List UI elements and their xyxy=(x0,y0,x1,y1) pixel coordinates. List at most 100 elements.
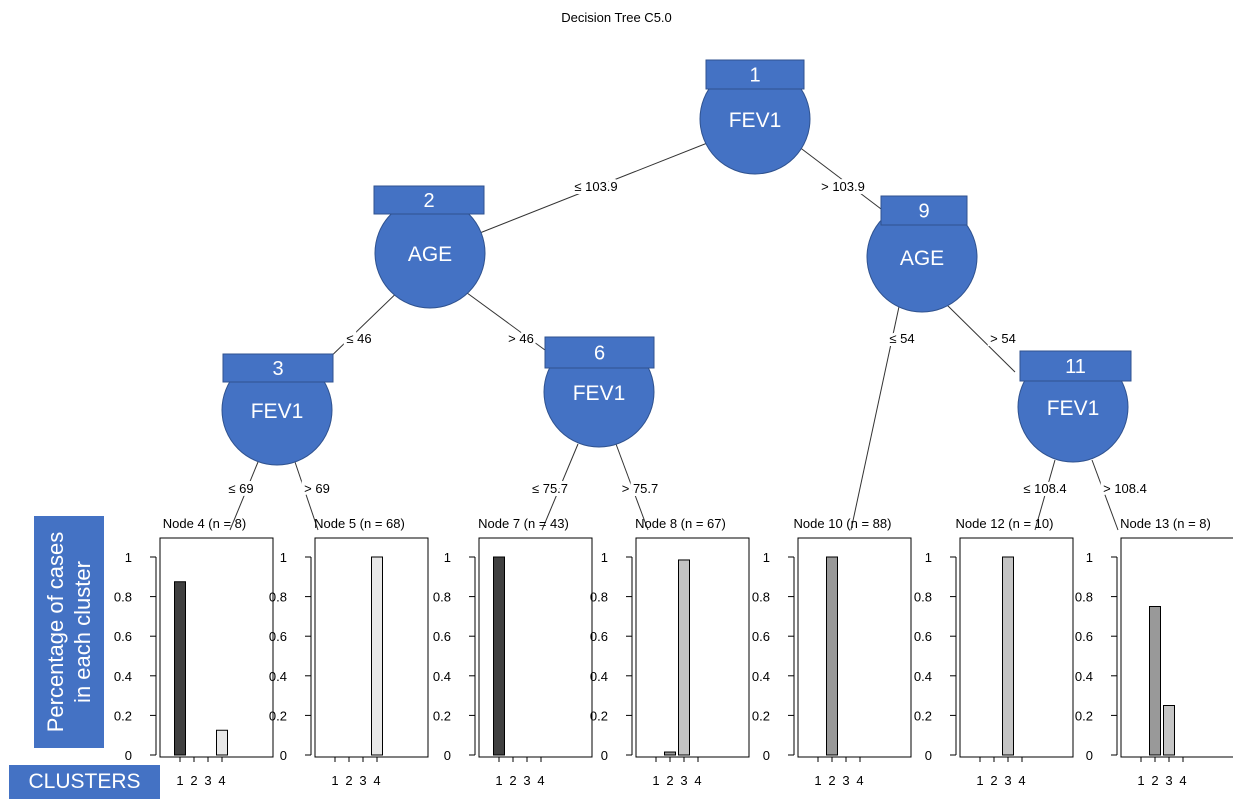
leaf-bar-8-cluster-3 xyxy=(678,559,690,756)
edge-label-6-7: ≤ 75.7 xyxy=(532,481,568,496)
leaf-bar-4-cluster-1 xyxy=(174,581,186,756)
leaf-node-8: Node 8 (n = 67)00.20.40.60.811 2 3 4 xyxy=(590,516,750,788)
edge-9-10 xyxy=(850,301,901,531)
edge-3-5 xyxy=(294,461,319,531)
edge-label-9-10: ≤ 54 xyxy=(889,331,914,346)
leaf-y-tick-label-8-4: 0.8 xyxy=(590,590,608,605)
leaf-panel-13 xyxy=(1120,537,1233,758)
leaf-bar-10-cluster-2 xyxy=(826,556,838,756)
tree-node-1: FEV1 1 xyxy=(699,59,811,175)
leaf-y-tick-label-13-4: 0.8 xyxy=(1075,590,1093,605)
node-label-11: FEV1 xyxy=(1047,397,1100,420)
leaf-y-tick-label-13-2: 0.4 xyxy=(1075,669,1093,684)
edge-label-6-8: > 75.7 xyxy=(622,481,659,496)
leaf-node-10: Node 10 (n = 88)00.20.40.60.811 2 3 4 xyxy=(752,516,912,788)
nodes-layer: FEV1 1 AGE 2 FEV1 3 FEV1 6 AGE 9 FEV1 11 xyxy=(221,59,1132,466)
leaf-bar-5-cluster-4 xyxy=(371,556,383,756)
leaf-y-tick-label-4-1: 0.2 xyxy=(114,708,132,723)
y-axis-annotation: Percentage of cases in each cluster xyxy=(34,516,104,748)
edge-label-1-9: > 103.9 xyxy=(821,179,865,194)
edge-label-2-3: ≤ 46 xyxy=(346,331,371,346)
leaf-y-tick-label-10-4: 0.8 xyxy=(752,590,770,605)
leaf-title-5: Node 5 (n = 68) xyxy=(314,516,405,531)
leaf-panel-8 xyxy=(635,537,750,758)
node-label-1: FEV1 xyxy=(729,109,782,132)
edge-label-3-5: > 69 xyxy=(304,481,330,496)
leaf-y-tick-label-12-3: 0.6 xyxy=(914,629,932,644)
leaf-y-tick-label-12-4: 0.8 xyxy=(914,590,932,605)
leaf-x-tick-label-10-4: 4 xyxy=(856,773,863,788)
leaf-node-5: Node 5 (n = 68)00.20.40.60.811 2 3 4 xyxy=(269,516,429,788)
node-number-9: 9 xyxy=(918,201,929,223)
leaf-x-tick-label-5-3: 3 xyxy=(359,773,366,788)
node-number-tab-1 xyxy=(705,59,805,90)
leaf-y-tick-label-5-0: 0 xyxy=(280,748,287,763)
node-number-tab-9 xyxy=(880,195,968,226)
leaf-y-tick-label-8-2: 0.4 xyxy=(590,669,608,684)
node-number-tab-11 xyxy=(1019,350,1132,382)
leaf-y-tick-label-8-3: 0.6 xyxy=(590,629,608,644)
leaf-x-tick-label-8-3: 3 xyxy=(680,773,687,788)
leaf-x-tick-label-4-3: 3 xyxy=(204,773,211,788)
leaf-x-tick-label-7-4: 4 xyxy=(537,773,544,788)
leaf-y-tick-label-5-3: 0.6 xyxy=(269,629,287,644)
leaf-y-tick-label-12-0: 0 xyxy=(925,748,932,763)
edge-1-2 xyxy=(456,137,721,243)
edge-11-12 xyxy=(1034,459,1056,531)
leaf-y-tick-label-12-1: 0.2 xyxy=(914,708,932,723)
leaf-y-tick-label-5-5: 1 xyxy=(280,550,287,565)
node-label-3: FEV1 xyxy=(251,400,304,423)
leaf-y-tick-label-10-1: 0.2 xyxy=(752,708,770,723)
edge-3-4 xyxy=(229,461,259,531)
tree-node-3: FEV1 3 xyxy=(221,353,334,466)
leaf-x-tick-label-8-4: 4 xyxy=(694,773,701,788)
edge-1-9 xyxy=(789,139,890,216)
x-axis-annotation: CLUSTERS xyxy=(9,765,160,799)
leaf-x-tick-label-10-3: 3 xyxy=(842,773,849,788)
tree-title: Decision Tree C5.0 xyxy=(561,10,672,25)
node-number-tab-2 xyxy=(373,185,485,215)
leaf-x-tick-label-12-2: 2 xyxy=(990,773,997,788)
node-number-1: 1 xyxy=(749,65,760,87)
edge-9-11 xyxy=(943,301,1016,373)
leaves-layer: Node 4 (n = 8)00.20.40.60.811 2 3 4 Node 5 (… xyxy=(114,516,1233,788)
edge-6-8 xyxy=(615,443,649,531)
leaf-panel-12 xyxy=(959,537,1074,758)
edge-label-11-12: ≤ 108.4 xyxy=(1023,481,1066,496)
edge-6-7 xyxy=(541,443,579,531)
leaf-y-tick-label-10-3: 0.6 xyxy=(752,629,770,644)
leaf-bar-8-cluster-2 xyxy=(664,751,676,756)
leaf-node-4: Node 4 (n = 8)00.20.40.60.811 2 3 4 xyxy=(114,516,274,788)
leaf-bar-7-cluster-1 xyxy=(493,556,505,756)
y-axis-annotation-line-2: in each cluster xyxy=(70,561,95,703)
y-axis-annotation-text: Percentage of cases in each cluster xyxy=(42,516,96,748)
leaf-x-tick-label-13-2: 2 xyxy=(1151,773,1158,788)
leaf-x-tick-label-12-3: 3 xyxy=(1004,773,1011,788)
y-axis-annotation-line-1: Percentage of cases xyxy=(43,531,68,733)
leaf-bar-13-cluster-2 xyxy=(1149,606,1161,756)
leaf-x-tick-label-5-4: 4 xyxy=(373,773,380,788)
leaf-y-tick-label-8-0: 0 xyxy=(601,748,608,763)
edge-label-3-4: ≤ 69 xyxy=(228,481,253,496)
tree-node-9: AGE 9 xyxy=(866,195,978,313)
leaf-node-12: Node 12 (n = 10)00.20.40.60.811 2 3 4 xyxy=(914,516,1074,788)
leaf-x-tick-label-8-2: 2 xyxy=(666,773,673,788)
leaf-x-tick-label-10-1: 1 xyxy=(814,773,821,788)
leaf-x-tick-label-12-4: 4 xyxy=(1018,773,1025,788)
leaf-y-tick-label-12-5: 1 xyxy=(925,550,932,565)
leaf-x-tick-label-7-1: 1 xyxy=(495,773,502,788)
node-number-11: 11 xyxy=(1065,356,1086,378)
leaf-x-tick-label-12-1: 1 xyxy=(976,773,983,788)
leaf-title-10: Node 10 (n = 88) xyxy=(794,516,892,531)
leaf-x-tick-label-13-3: 3 xyxy=(1165,773,1172,788)
leaf-y-tick-label-13-0: 0 xyxy=(1086,748,1093,763)
leaf-y-tick-label-8-1: 0.2 xyxy=(590,708,608,723)
leaf-y-tick-label-7-3: 0.6 xyxy=(433,629,451,644)
node-number-tab-6 xyxy=(544,336,655,369)
leaf-y-tick-label-8-5: 1 xyxy=(601,550,608,565)
leaf-y-tick-label-10-2: 0.4 xyxy=(752,669,770,684)
leaf-x-tick-label-4-2: 2 xyxy=(190,773,197,788)
leaf-y-tick-label-7-0: 0 xyxy=(444,748,451,763)
leaf-title-7: Node 7 (n = 43) xyxy=(478,516,569,531)
edge-label-11-13: > 108.4 xyxy=(1103,481,1147,496)
